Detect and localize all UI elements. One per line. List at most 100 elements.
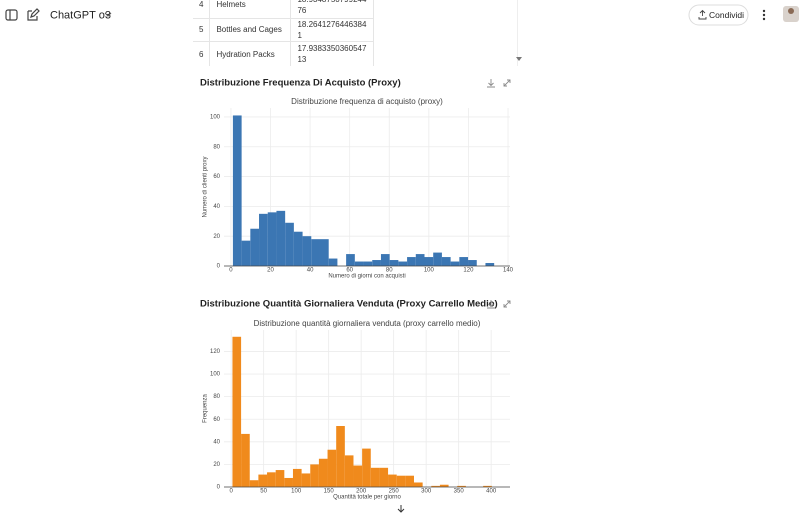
x-axis-label: Numero di giorni con acquisti (328, 274, 405, 280)
y-tick-label: 80 (213, 144, 220, 150)
bar (415, 254, 425, 266)
x-tick-label: 100 (291, 489, 302, 495)
menu-dot (762, 17, 766, 21)
y-tick-label: 40 (213, 204, 220, 210)
share-icon (698, 9, 707, 20)
x-tick-label: 20 (267, 268, 274, 274)
download-icon[interactable] (487, 300, 495, 309)
new-chat[interactable] (27, 8, 40, 21)
bar (344, 455, 354, 487)
x-tick-label: 250 (389, 489, 400, 495)
bar (398, 261, 408, 266)
bar (407, 257, 416, 266)
x-tick-label: 80 (386, 268, 393, 274)
y-tick-label: 80 (213, 394, 220, 400)
bar (457, 485, 466, 487)
bar (405, 475, 414, 487)
cell: 18.934875079924476 (290, 0, 375, 19)
y-axis-label: Frequenza (203, 393, 209, 422)
bar (302, 236, 312, 266)
card-heading: Distribuzione Frequenza Di Acquisto (Pro… (200, 78, 401, 89)
bar (293, 231, 303, 266)
x-tick-label: 150 (324, 489, 335, 495)
cell: Hydration Packs (209, 41, 292, 66)
table: 4 Helmets 18.934875079924476 5 Bottles a… (193, 0, 375, 66)
bar (450, 261, 460, 266)
x-tick-label: 350 (454, 489, 465, 495)
bar (267, 472, 276, 487)
menu-dot[interactable] (762, 9, 766, 13)
bar (232, 115, 242, 267)
bar (301, 473, 311, 487)
bar (241, 240, 251, 266)
bar (380, 254, 390, 266)
cell: 4 (193, 0, 211, 19)
cell: Bottles and Cages (209, 18, 292, 42)
bar (439, 484, 449, 487)
x-tick-label: 120 (463, 268, 474, 274)
download-icon[interactable] (487, 79, 495, 88)
bar (319, 239, 329, 266)
bar (232, 336, 242, 487)
bar (259, 213, 268, 266)
bar (363, 261, 373, 266)
x-tick-label: 400 (486, 489, 497, 495)
plot-title: Distribuzione quantità giornaliera vendu… (254, 319, 481, 328)
data-table: 4 Helmets 18.934875079924476 5 Bottles a… (193, 0, 518, 66)
bar (459, 257, 469, 266)
share-button[interactable] (688, 4, 749, 26)
cell: 5 (193, 18, 211, 42)
bar (379, 467, 389, 487)
cell: Helmets (209, 0, 292, 19)
y-tick-label: 100 (210, 115, 221, 121)
chevron (104, 12, 112, 17)
bar (284, 477, 293, 487)
avatar-part (788, 8, 794, 14)
bar (431, 485, 440, 487)
cell: 6 (193, 41, 211, 66)
expand-icon[interactable] (503, 300, 511, 308)
cell: 17.938335036054713 (290, 41, 375, 66)
y-tick-label: 100 (210, 372, 221, 378)
x-tick-label: 300 (421, 489, 432, 495)
bar (468, 260, 477, 266)
table-row: 5 Bottles and Cages 18.26412764463841 (193, 18, 375, 42)
bar (389, 260, 399, 266)
bar (413, 482, 423, 487)
bar (250, 228, 260, 266)
bar (372, 260, 381, 266)
share-label[interactable]: Condividi (709, 10, 744, 20)
y-tick-label: 20 (213, 462, 220, 468)
sidebar-toggle[interactable] (5, 9, 18, 21)
x-tick-label: 100 (424, 268, 435, 274)
bar (370, 467, 380, 487)
x-tick-label: 60 (346, 268, 353, 274)
bar (310, 464, 319, 487)
y-tick-label: 60 (213, 417, 220, 423)
bar (396, 475, 406, 487)
bar (346, 254, 355, 266)
bar (388, 474, 397, 487)
expand-icon[interactable] (503, 79, 511, 87)
app-title[interactable]: ChatGPT o3 (50, 9, 111, 21)
scroll-arrow[interactable] (516, 57, 522, 61)
bar (433, 252, 442, 266)
y-tick-label: 60 (213, 174, 220, 180)
y-tick-label: 120 (210, 349, 221, 355)
scroll-down[interactable] (397, 505, 405, 513)
x-axis-label: Quantità totale per giorno (333, 495, 401, 501)
x-tick-label: 200 (356, 489, 367, 495)
bar (483, 485, 492, 487)
y-tick-label: 0 (217, 264, 221, 270)
bar (362, 448, 371, 487)
y-axis-label: Numero di clienti proxy (203, 156, 209, 217)
bar (441, 257, 451, 266)
table-row: 4 Helmets 18.934875079924476 (193, 0, 375, 19)
plot-title: Distribuzione frequenza di acquisto (pro… (291, 97, 443, 106)
cell: 18.26412764463841 (290, 18, 375, 42)
x-tick-label: 40 (307, 268, 314, 274)
bar (249, 480, 259, 487)
bar (318, 458, 328, 487)
bar (258, 474, 268, 487)
